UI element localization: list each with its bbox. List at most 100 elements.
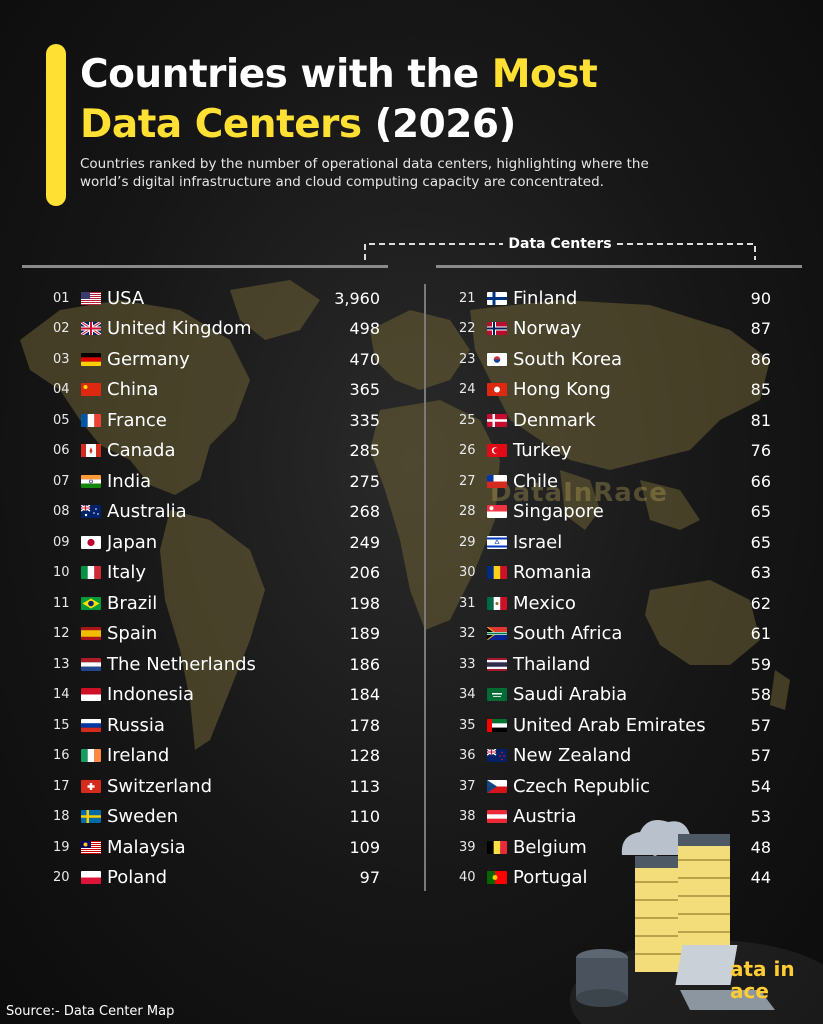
nl-flag-icon bbox=[81, 657, 101, 671]
ranking-row: 36 New Zealand 57 bbox=[459, 741, 771, 772]
it-flag-icon bbox=[81, 566, 101, 580]
rank-number: 36 bbox=[459, 748, 476, 764]
left-rule bbox=[22, 265, 388, 268]
ranking-row: 06 Canada 285 bbox=[0, 436, 380, 467]
country-name: United Kingdom bbox=[107, 318, 252, 340]
rank-number: 33 bbox=[459, 656, 476, 672]
es-flag-icon bbox=[81, 627, 101, 641]
country-name: Denmark bbox=[513, 409, 596, 431]
data-center-count: 81 bbox=[750, 410, 771, 430]
rank-number: 20 bbox=[53, 870, 70, 886]
rank-number: 24 bbox=[459, 382, 476, 398]
se-flag-icon bbox=[81, 810, 101, 824]
ca-flag-icon bbox=[81, 444, 101, 458]
rank-number: 05 bbox=[53, 412, 70, 428]
ranking-row: 14 Indonesia 184 bbox=[0, 680, 380, 711]
data-center-count: 198 bbox=[349, 593, 380, 613]
ranking-row: 12 Spain 189 bbox=[0, 619, 380, 650]
rank-number: 25 bbox=[459, 412, 476, 428]
ranking-row: 16 Ireland 128 bbox=[0, 741, 380, 772]
data-center-count: 59 bbox=[750, 654, 771, 674]
rank-number: 31 bbox=[459, 595, 476, 611]
data-center-count: 365 bbox=[349, 380, 380, 400]
data-center-count: 470 bbox=[349, 349, 380, 369]
country-name: Ireland bbox=[107, 745, 170, 767]
source-note: Source:- Data Center Map bbox=[6, 1004, 175, 1019]
country-name: United Arab Emirates bbox=[513, 714, 706, 736]
data-center-count: 44 bbox=[750, 868, 771, 888]
rank-number: 35 bbox=[459, 717, 476, 733]
rank-number: 23 bbox=[459, 351, 476, 367]
ranking-row: 34 Saudi Arabia 58 bbox=[459, 680, 771, 711]
data-center-count: 335 bbox=[349, 410, 380, 430]
country-name: Finland bbox=[513, 287, 578, 309]
data-center-count: 113 bbox=[349, 776, 380, 796]
page-subtitle: Countries ranked by the number of operat… bbox=[80, 155, 780, 191]
ranking-row: 19 Malaysia 109 bbox=[0, 832, 380, 863]
page-title: Countries with the Most Data Centers (202… bbox=[80, 50, 598, 150]
ru-flag-icon bbox=[81, 718, 101, 732]
ranking-row: 13 The Netherlands 186 bbox=[0, 649, 380, 680]
ranking-row: 10 Italy 206 bbox=[0, 558, 380, 589]
subtitle-line1: Countries ranked by the number of operat… bbox=[80, 156, 649, 172]
ranking-row: 37 Czech Republic 54 bbox=[459, 771, 771, 802]
rank-number: 32 bbox=[459, 626, 476, 642]
de-flag-icon bbox=[81, 352, 101, 366]
world-map-background bbox=[20, 280, 790, 750]
country-name: Malaysia bbox=[107, 836, 186, 858]
nz-flag-icon bbox=[487, 749, 507, 763]
rank-number: 12 bbox=[53, 626, 70, 642]
data-center-count: 54 bbox=[750, 776, 771, 796]
country-name: Indonesia bbox=[107, 684, 195, 706]
country-name: Canada bbox=[107, 440, 176, 462]
ranking-row: 38 Austria 53 bbox=[459, 802, 771, 833]
ae-flag-icon bbox=[487, 718, 507, 732]
country-name: Poland bbox=[107, 867, 168, 889]
data-center-count: 275 bbox=[349, 471, 380, 491]
fr-flag-icon bbox=[81, 413, 101, 427]
ranking-row: 31 Mexico 62 bbox=[459, 588, 771, 619]
ranking-row: 21 Finland 90 bbox=[459, 283, 771, 314]
data-center-count: 65 bbox=[750, 502, 771, 522]
data-center-count: 86 bbox=[750, 349, 771, 369]
ranking-row: 27 Chile 66 bbox=[459, 466, 771, 497]
data-center-count: 48 bbox=[750, 837, 771, 857]
data-center-illustration bbox=[570, 819, 823, 1024]
title-line1-plain: Countries with the bbox=[80, 52, 492, 97]
country-name: Brazil bbox=[107, 592, 158, 614]
ranking-row: 32 South Africa 61 bbox=[459, 619, 771, 650]
ranking-row: 33 Thailand 59 bbox=[459, 649, 771, 680]
ranking-row: 18 Sweden 110 bbox=[0, 802, 380, 833]
sg-flag-icon bbox=[487, 505, 507, 519]
id-flag-icon bbox=[81, 688, 101, 702]
data-center-count: 57 bbox=[750, 746, 771, 766]
country-name: Austria bbox=[513, 806, 577, 828]
ranking-row: 24 Hong Kong 85 bbox=[459, 375, 771, 406]
ranking-row: 25 Denmark 81 bbox=[459, 405, 771, 436]
fi-flag-icon bbox=[487, 291, 507, 305]
country-name: Belgium bbox=[513, 836, 587, 858]
ranking-row: 22 Norway 87 bbox=[459, 314, 771, 345]
rank-number: 01 bbox=[53, 290, 70, 306]
us-flag-icon bbox=[81, 291, 101, 305]
ranking-row: 30 Romania 63 bbox=[459, 558, 771, 589]
data-center-count: 62 bbox=[750, 593, 771, 613]
ranking-row: 28 Singapore 65 bbox=[459, 497, 771, 528]
za-flag-icon bbox=[487, 627, 507, 641]
rank-number: 02 bbox=[53, 321, 70, 337]
ranking-row: 07 India 275 bbox=[0, 466, 380, 497]
header-bracket bbox=[364, 243, 756, 260]
country-name: Thailand bbox=[513, 653, 591, 675]
pl-flag-icon bbox=[81, 871, 101, 885]
ranking-row: 03 Germany 470 bbox=[0, 344, 380, 375]
pt-flag-icon bbox=[487, 871, 507, 885]
rank-number: 26 bbox=[459, 443, 476, 459]
rank-number: 22 bbox=[459, 321, 476, 337]
rank-number: 37 bbox=[459, 778, 476, 794]
rank-number: 21 bbox=[459, 290, 476, 306]
rank-number: 39 bbox=[459, 839, 476, 855]
au-flag-icon bbox=[81, 505, 101, 519]
hk-flag-icon bbox=[487, 383, 507, 397]
rank-number: 27 bbox=[459, 473, 476, 489]
country-name: New Zealand bbox=[513, 745, 632, 767]
